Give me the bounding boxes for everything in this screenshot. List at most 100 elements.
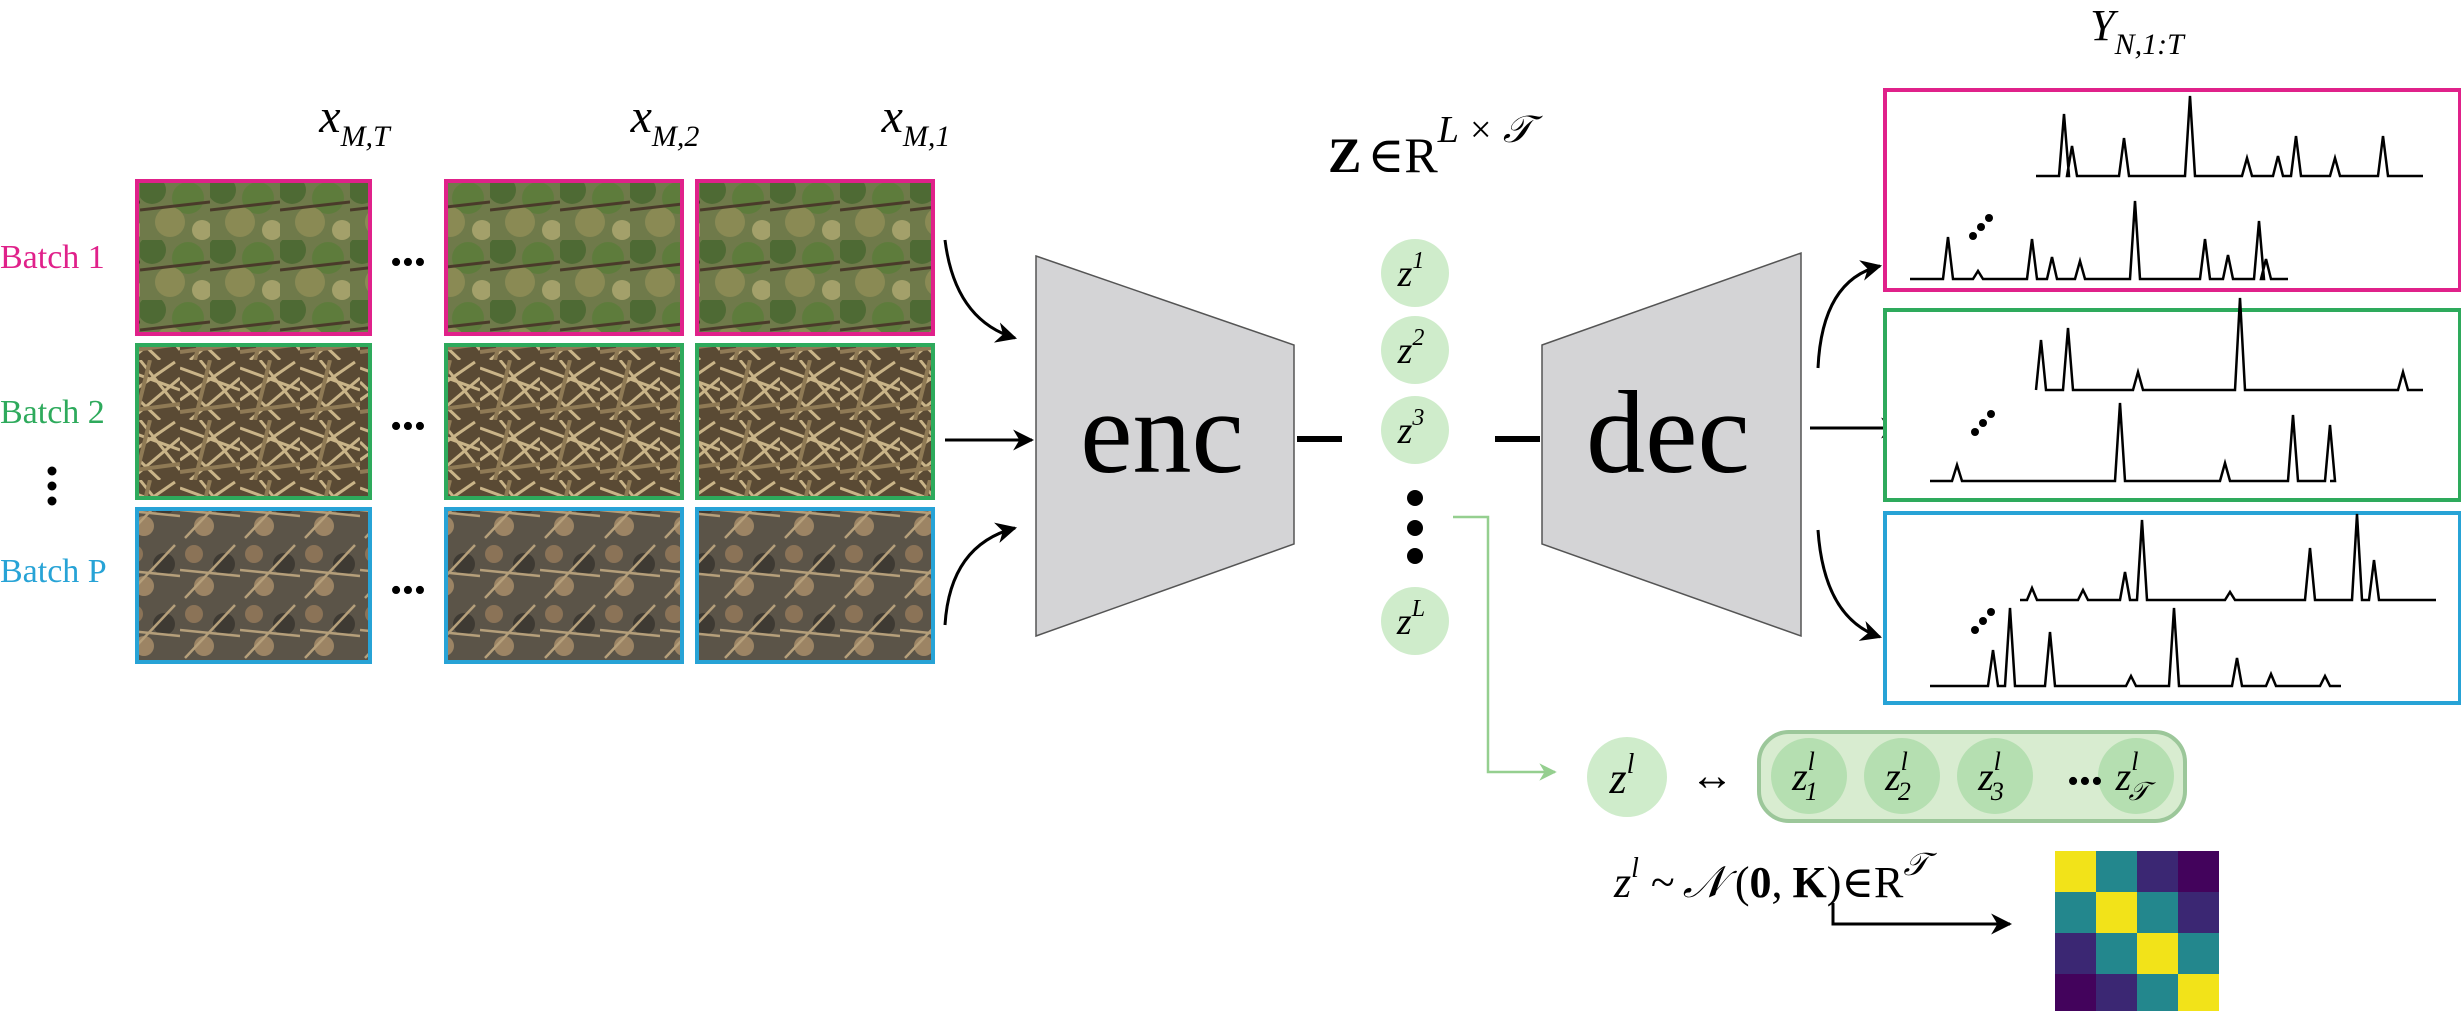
chain-items: zl 1 zl 2 zl 3 zl 𝒯 — [1771, 738, 2174, 814]
decoder-trapezoid-icon — [1541, 251, 1802, 638]
batch-label-1: Batch 1 — [0, 239, 105, 276]
latent-circle-1 — [1381, 239, 1449, 307]
batch-labels: Batch 1 Batch 2 Batch P — [0, 239, 107, 590]
heatmap-cell — [2096, 933, 2137, 974]
chain-item-label-3: zl 3 — [1977, 747, 2004, 806]
output-boxes — [1883, 88, 2461, 705]
spike-train-2-2 — [1930, 402, 2337, 483]
heatmap-cell — [2178, 851, 2219, 892]
latent-space-title: Z ∈RL × 𝒯 — [1328, 109, 1543, 183]
latent-sup: 1 — [1412, 248, 1424, 274]
image-grid — [135, 179, 935, 664]
latent-sup: 3 — [1411, 405, 1424, 431]
spike-train-1-1 — [2036, 95, 2423, 178]
prior-space-sup: 𝒯 — [1903, 846, 1937, 882]
prior-sup: l — [1631, 853, 1639, 884]
heatmap-cell — [2178, 974, 2219, 1011]
thumbnail-image-r1-c1 — [135, 179, 372, 336]
output-dots — [1987, 410, 1995, 418]
batch-vertical-dots — [47, 466, 57, 506]
encoder-label: enc — [1080, 367, 1244, 498]
spike-train-3-2 — [1930, 607, 2341, 688]
chain-item-sub: 3 — [1990, 777, 2004, 806]
output-dots — [1977, 223, 1985, 231]
latent-bold-z: Z — [1328, 127, 1361, 183]
output-dots — [1985, 214, 1993, 222]
column-header-1: xM,T — [318, 90, 392, 153]
svg-text:Z∈RL × 𝒯: Z ∈RL × 𝒯 — [1328, 109, 1543, 183]
encoder-trapezoid-icon — [1035, 254, 1295, 638]
column-header-3: xM,1 — [881, 90, 951, 153]
chain-item-sup: l — [1808, 747, 1815, 776]
prior-comma: , — [1772, 858, 1783, 907]
chain-head-base: z — [1609, 754, 1627, 803]
heatmap-cell — [2137, 974, 2178, 1011]
thumbnail-image-r1-c3 — [695, 179, 935, 336]
heatmap-cell — [2137, 851, 2178, 892]
column-header-var: x — [318, 90, 340, 143]
output-box-1 — [1883, 88, 2461, 292]
decoder-label: dec — [1586, 367, 1750, 498]
heatmap-cell — [2096, 892, 2137, 933]
output-dots — [1979, 617, 1987, 625]
latent-label-1: z1 — [1397, 248, 1425, 295]
chain-item-sub: 2 — [1898, 777, 1911, 806]
chain-item-sup: l — [2131, 747, 2138, 776]
chain-item-circle-1 — [1771, 738, 1847, 814]
encoder: enc — [1035, 254, 1295, 638]
column-headers: xM,T xM,2 xM,1 — [318, 90, 950, 153]
output-box-frame — [1883, 308, 2461, 502]
chain-item-sup: l — [1994, 747, 2001, 776]
output-box-frame — [1883, 88, 2461, 292]
arrow-batch1-to-enc — [943, 239, 1018, 343]
decoder: dec — [1541, 251, 1802, 638]
column-header-var: x — [881, 90, 903, 143]
heatmap-cell — [2178, 892, 2219, 933]
heatmap-cell — [2096, 851, 2137, 892]
output-dots — [1971, 428, 1979, 436]
thumbnail-image-r2-c3 — [695, 343, 935, 500]
heatmap-cell — [2137, 933, 2178, 974]
latent-space-r: R — [1404, 127, 1438, 183]
prior-cov: K — [1793, 858, 1827, 907]
heatmap-cell — [2096, 974, 2137, 1011]
chain-item-base: z — [2115, 754, 2132, 799]
latent-pointer-line — [1453, 515, 1557, 781]
output-box-3 — [1883, 511, 2461, 705]
prior-base: z — [1613, 858, 1631, 907]
thumbnail-image-r3-c2 — [444, 507, 684, 664]
prior-mean: 0 — [1750, 858, 1772, 907]
chain-ellipsis: ••• — [2067, 763, 2103, 800]
column-header-sub: M,1 — [902, 120, 951, 153]
latent-base: z — [1397, 330, 1413, 372]
batch-label-3: Batch P — [0, 553, 107, 590]
arrow-dec-to-batch1 — [1816, 260, 1883, 369]
output-box-2 — [1883, 297, 2461, 502]
latent-base: z — [1396, 601, 1412, 643]
input-arrows — [943, 239, 1035, 626]
heatmap-cell — [2055, 851, 2096, 892]
cov-to-heatmap-arrow — [1831, 903, 2013, 935]
spike-train-3-1 — [2020, 513, 2436, 602]
latent-sup: 2 — [1412, 325, 1424, 351]
chain-item-sub: 1 — [1805, 777, 1818, 806]
prior-dist: 𝒩 — [1683, 858, 1738, 907]
heatmap-cell — [2178, 933, 2219, 974]
column-header-var: x — [630, 90, 652, 143]
prior-close-paren: ) — [1827, 858, 1842, 907]
chain-head-sup: l — [1627, 749, 1635, 780]
chain-item-base: z — [1884, 754, 1901, 799]
arrow-dec-to-batchP — [1816, 529, 1882, 641]
latent-circle-2 — [1381, 316, 1449, 384]
heatmap-cell — [2055, 974, 2096, 1011]
row-ellipsis-1: ••• — [390, 244, 426, 281]
output-dots — [1987, 608, 1995, 616]
heatmap-cell — [2055, 933, 2096, 974]
prior-space: R — [1874, 858, 1904, 907]
chain-item-circle-4 — [2098, 738, 2174, 814]
thumbnail-image-r3-c3 — [695, 507, 935, 664]
latent-base: z — [1397, 410, 1413, 452]
heatmap-cell — [2055, 892, 2096, 933]
output-label: YN,1:T — [2090, 1, 2186, 61]
